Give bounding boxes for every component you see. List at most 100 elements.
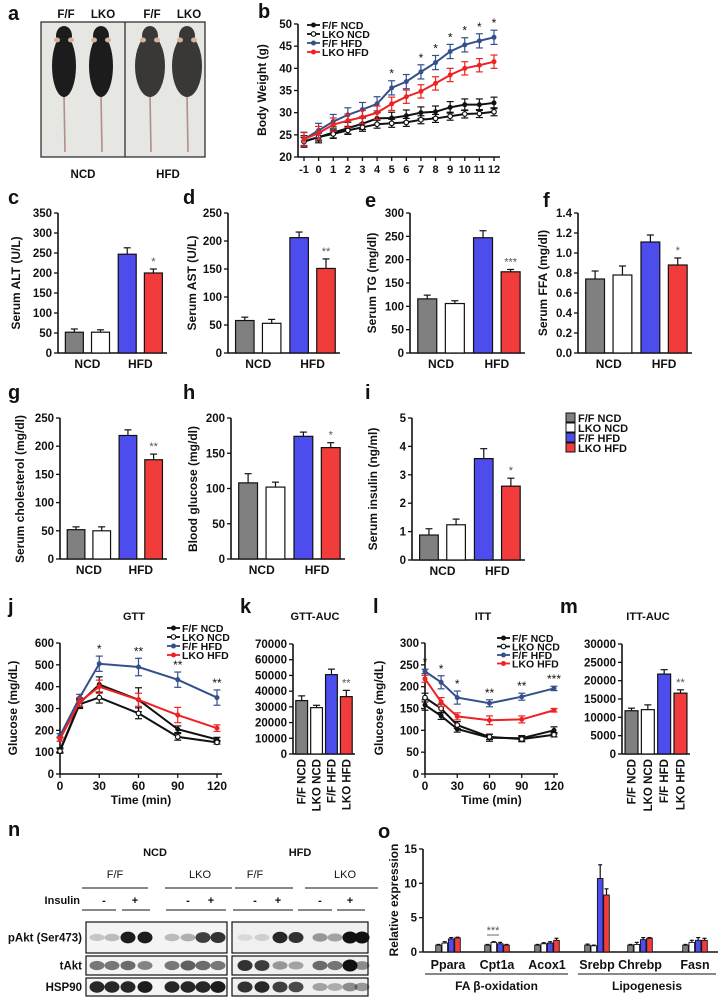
data-point [501, 661, 506, 666]
diet-label: HFD [156, 169, 180, 181]
group-label: Lipogenesis [612, 979, 682, 993]
legend-label: LKO HFD [512, 659, 559, 671]
y-tick-label: 150 [385, 278, 404, 290]
y-tick-label: 150 [400, 704, 419, 716]
blot-band [354, 931, 370, 944]
legend-item: LKO HFD [167, 650, 229, 662]
y-tick-label: 150 [33, 288, 52, 300]
mouse-image [135, 26, 165, 153]
y-tick-label: 500 [35, 660, 54, 672]
legend-label: F/F NCD [322, 20, 364, 32]
data-point [447, 104, 453, 110]
x-tick-label: -1 [299, 164, 309, 176]
data-point [403, 79, 409, 85]
y-tick-label: 45 [279, 41, 292, 53]
blot-band [237, 981, 253, 993]
legend-item: F/F HFD [565, 432, 620, 445]
genotype-label: F/F [143, 9, 160, 21]
y-tick-label: 5000 [590, 731, 616, 743]
significance-mark: ** [173, 658, 183, 672]
y-tick-label: 30000 [255, 702, 287, 714]
y-tick-label: 300 [35, 704, 54, 716]
bar-f-f-hfd [640, 241, 661, 354]
blot-band [180, 960, 196, 971]
genotype-label: F/F [247, 869, 264, 881]
data-point [447, 113, 454, 120]
significance-mark: * [419, 51, 424, 65]
x-tick-label: 7 [418, 164, 424, 176]
y-tick-label: 20000 [255, 718, 287, 730]
y-tick-label: 50 [212, 519, 225, 531]
panel-label: g [8, 382, 20, 404]
y-tick-label: 10000 [584, 712, 616, 724]
series-lko-hfd [56, 679, 221, 742]
bar [590, 945, 598, 953]
y-tick-label: 0.2 [556, 328, 572, 340]
y-tick-label: 40000 [255, 686, 287, 698]
blot-band [210, 960, 226, 971]
data-point [454, 695, 460, 701]
chart-title: GTT [123, 611, 145, 623]
data-point [171, 625, 176, 631]
blot-band [137, 961, 153, 970]
series-lko-ncd [56, 691, 221, 754]
mouse-body [172, 35, 202, 97]
y-tick-label: 25000 [584, 657, 616, 669]
y-tick-label: 300 [400, 638, 419, 650]
x-tick-label: 9 [447, 164, 453, 176]
y-tick-label: 0.8 [556, 268, 573, 280]
x-tick-label: 10 [459, 164, 471, 176]
y-tick-label: 100 [400, 725, 419, 737]
significance-mark: * [389, 67, 394, 81]
x-tick-label: LKO HFD [341, 759, 353, 810]
x-axis-label: Time (min) [111, 793, 171, 807]
legend-label: LKO HFD [182, 650, 229, 662]
data-point [316, 130, 322, 136]
bar-lko-hfd [667, 264, 688, 354]
y-tick-label: 0 [219, 554, 225, 566]
gene-group-fasn: Fasn [680, 936, 710, 972]
blot-band [354, 982, 370, 992]
data-point [462, 65, 468, 71]
y-tick-label: 1.4 [556, 208, 573, 220]
y-tick-label: 150 [35, 469, 54, 481]
mouse-ear [154, 37, 160, 43]
mouse-tail [149, 94, 152, 153]
chart-title: GTT-AUC [291, 611, 340, 623]
mouse-body [52, 35, 76, 97]
insulin-state: - [102, 895, 106, 907]
x-tick-label: Chrebp [618, 958, 662, 972]
bar-f-f-ncd [238, 482, 259, 560]
blot-band [254, 981, 270, 993]
y-tick-label: 250 [33, 248, 52, 260]
y-tick-label: 30000 [584, 639, 616, 651]
data-point [500, 643, 507, 650]
blot-band [164, 981, 180, 993]
chart-f: f 0.0 0.2 0.4 0.6 0.8 1.0 1.2 1.4 Serum FFA (mg/d… [536, 190, 692, 371]
data-point [462, 102, 468, 108]
legend-swatch [565, 422, 576, 433]
data-point [174, 733, 181, 740]
legend-label: F/F NCD [182, 623, 224, 635]
data-point [170, 634, 177, 640]
significance-mark: ** [676, 677, 685, 689]
blot-band [164, 933, 180, 942]
data-point [57, 736, 63, 742]
blot-band [354, 961, 370, 970]
data-point [214, 739, 220, 746]
insulin-state: - [186, 895, 190, 907]
y-tick-label: 200 [400, 682, 419, 694]
y-tick-label: 0 [610, 749, 616, 761]
data-point [551, 727, 557, 733]
data-point [311, 40, 316, 46]
legend-swatch [565, 442, 576, 453]
blot-band [195, 960, 211, 971]
y-tick-label: 300 [385, 208, 404, 220]
panel-label: k [240, 596, 252, 618]
significance-mark: * [423, 655, 428, 669]
series-line [59, 662, 218, 737]
y-tick-label: 100 [35, 498, 54, 510]
genotype-label: LKO [91, 9, 115, 21]
bar [553, 939, 560, 953]
